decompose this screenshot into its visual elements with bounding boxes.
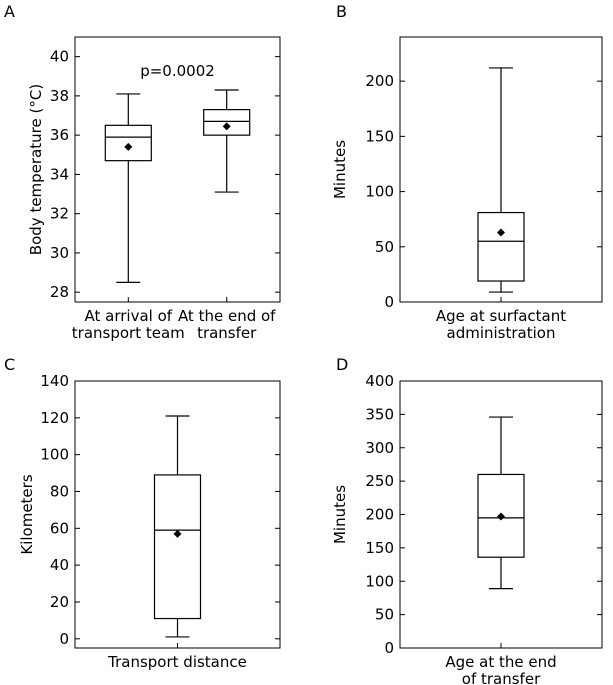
y-axis-label: Minutes [331, 485, 349, 544]
y-tick-label: 120 [40, 409, 69, 427]
mean-marker [497, 512, 505, 521]
y-tick-label: 140 [40, 372, 69, 390]
y-tick-label: 28 [50, 283, 69, 301]
panel-letter: D [336, 355, 348, 374]
axes-frame [74, 36, 281, 303]
y-tick-label: 400 [365, 372, 394, 390]
box-1 [477, 416, 525, 590]
iqr-box [153, 474, 202, 620]
box-1 [477, 67, 525, 293]
y-tick-label: 34 [50, 165, 69, 183]
mean-marker [124, 142, 133, 151]
y-axis-label: Minutes [331, 140, 349, 199]
x-category-label: administration [447, 324, 556, 342]
y-tick-label: 32 [50, 205, 69, 223]
y-tick-label: 50 [375, 606, 394, 624]
x-category-label: Age at the end [445, 653, 556, 671]
panel-letter: B [336, 2, 347, 21]
y-tick-label: 150 [365, 539, 394, 557]
panel-d: D 0 50 100 150 200 250 300 350 400 Minutes Age at t… [331, 355, 603, 685]
y-tick-label: 20 [50, 593, 69, 611]
y-tick-label: 50 [375, 238, 394, 256]
box-1 [153, 415, 202, 638]
p-value-annotation: p=0.0002 [140, 62, 215, 80]
y-axis-label: Body temperature (°C) [27, 84, 45, 255]
x-category-label: transfer [197, 324, 257, 342]
box-1 [104, 93, 152, 283]
mean-marker [222, 122, 231, 131]
y-axis-label: Kilometers [18, 474, 36, 554]
x-category-label: of transfer [462, 670, 541, 685]
y-tick-label: 200 [365, 72, 394, 90]
iqr-box [477, 211, 525, 282]
mean-marker [173, 529, 182, 538]
y-tick-label: 38 [50, 87, 69, 105]
x-category-label: At arrival of [85, 307, 173, 325]
y-tick-label: 200 [365, 506, 394, 524]
box-2 [203, 89, 251, 193]
y-tick-label: 300 [365, 439, 394, 457]
x-category-label: Transport distance [107, 653, 247, 671]
panel-c: C 0 20 40 60 80 100 120 140 Kilometers Transport d… [4, 355, 281, 671]
y-tick-label: 30 [50, 244, 69, 262]
y-tick-label: 36 [50, 126, 69, 144]
x-category-label: Age at surfactant [436, 307, 566, 325]
y-tick-label: 100 [40, 446, 69, 464]
panel-a: A 28 30 32 34 36 38 40 Body temperature (°C) At a… [4, 2, 281, 342]
y-tick-label: 0 [59, 630, 69, 648]
y-tick-label: 250 [365, 472, 394, 490]
x-category-label: transport team [72, 324, 185, 342]
x-category-label: At the end of [178, 307, 276, 325]
y-tick-label: 100 [365, 183, 394, 201]
y-tick-label: 150 [365, 127, 394, 145]
panel-b: B 0 50 100 150 200 Minutes Age at surfactantadm… [331, 2, 603, 342]
y-tick-label: 0 [384, 293, 394, 311]
y-tick-label: 0 [384, 639, 394, 657]
y-tick-label: 40 [50, 556, 69, 574]
y-tick-label: 60 [50, 519, 69, 537]
panel-letter: C [4, 355, 15, 374]
y-tick-label: 350 [365, 405, 394, 423]
mean-marker [497, 228, 505, 237]
y-tick-label: 80 [50, 482, 69, 500]
y-tick-label: 100 [365, 572, 394, 590]
panel-letter: A [4, 2, 15, 21]
y-tick-label: 40 [50, 48, 69, 66]
